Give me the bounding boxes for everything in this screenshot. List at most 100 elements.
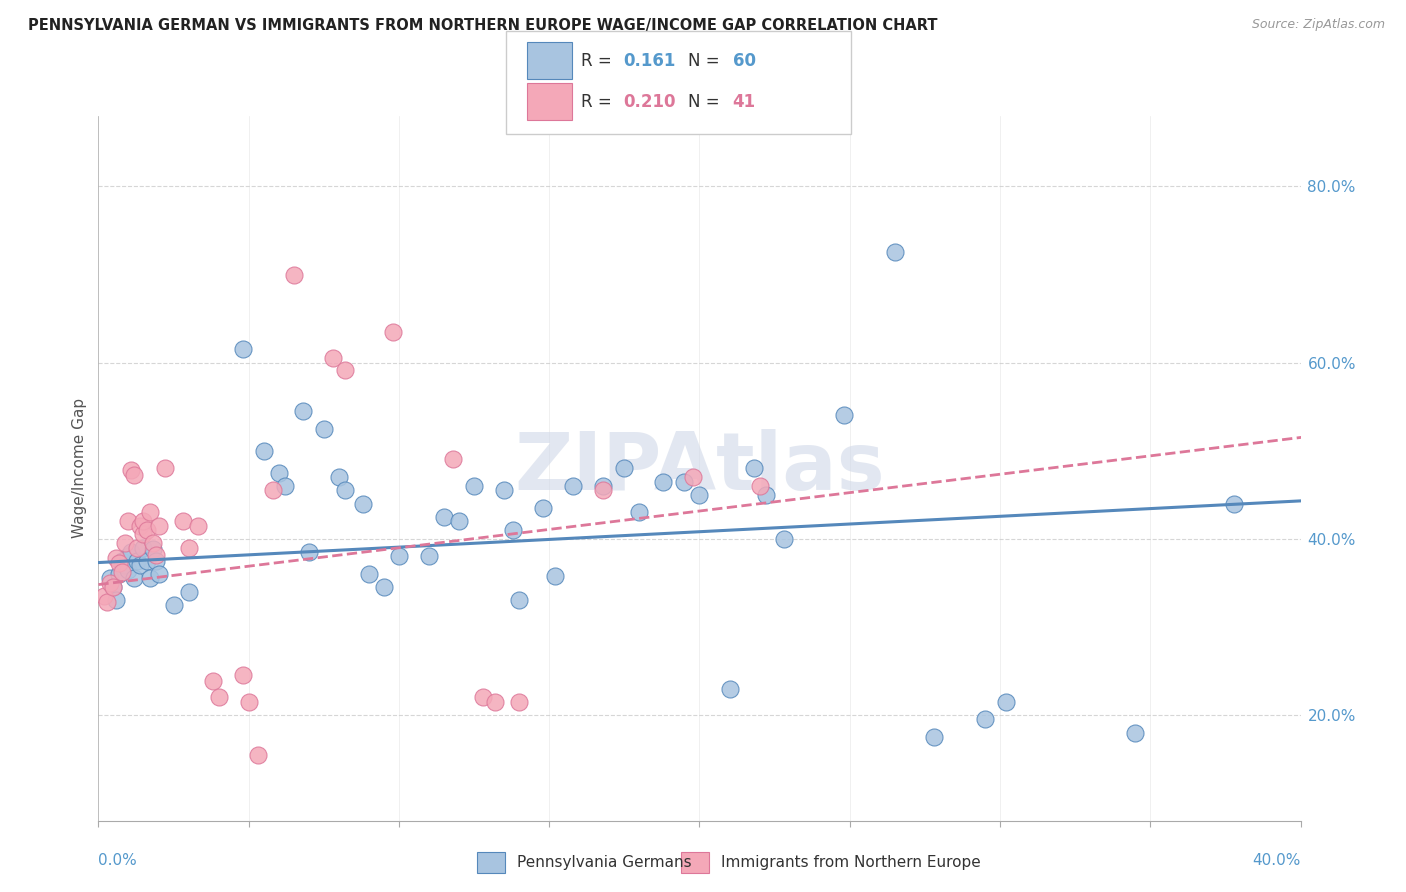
Point: [322, 351, 344, 366]
Point: [100, 575, 122, 590]
Text: Immigrants from Northern Europe: Immigrants from Northern Europe: [721, 855, 981, 870]
Point: [145, 548, 167, 562]
Point: [141, 536, 163, 550]
Point: [673, 475, 696, 489]
Point: [124, 571, 146, 585]
Y-axis label: Wage/Income Gap: Wage/Income Gap: [72, 398, 87, 539]
Point: [135, 554, 157, 568]
Text: R =: R =: [581, 93, 617, 111]
Point: [132, 514, 155, 528]
Point: [995, 695, 1018, 709]
Point: [105, 551, 128, 566]
Point: [333, 483, 356, 498]
Point: [652, 475, 675, 489]
Point: [114, 536, 136, 550]
Text: N =: N =: [688, 93, 724, 111]
Point: [922, 730, 945, 744]
Point: [748, 479, 770, 493]
Point: [127, 541, 149, 555]
Point: [502, 523, 524, 537]
Point: [117, 563, 139, 577]
Point: [103, 580, 125, 594]
Point: [177, 584, 200, 599]
Point: [145, 554, 167, 568]
Point: [141, 542, 163, 557]
Text: ZIPAtlas: ZIPAtlas: [515, 429, 884, 508]
Point: [388, 549, 411, 564]
Point: [544, 568, 567, 582]
Text: 0.210: 0.210: [623, 93, 675, 111]
Text: 60: 60: [733, 52, 755, 70]
Text: Source: ZipAtlas.com: Source: ZipAtlas.com: [1251, 18, 1385, 31]
Point: [187, 518, 209, 533]
Point: [1123, 725, 1146, 739]
Point: [298, 545, 321, 559]
Point: [755, 488, 778, 502]
Point: [117, 549, 139, 564]
Point: [484, 695, 506, 709]
Point: [148, 567, 170, 582]
Point: [267, 466, 290, 480]
Text: 0.161: 0.161: [623, 52, 675, 70]
Point: [447, 514, 470, 528]
Point: [117, 514, 139, 528]
Point: [232, 343, 254, 357]
Text: R =: R =: [581, 52, 617, 70]
Text: PENNSYLVANIA GERMAN VS IMMIGRANTS FROM NORTHERN EUROPE WAGE/INCOME GAP CORRELATI: PENNSYLVANIA GERMAN VS IMMIGRANTS FROM N…: [28, 18, 938, 33]
Point: [613, 461, 636, 475]
Point: [108, 557, 131, 571]
Point: [124, 468, 146, 483]
Point: [93, 589, 115, 603]
Point: [562, 479, 585, 493]
Point: [208, 690, 231, 705]
Point: [162, 598, 184, 612]
Point: [357, 567, 380, 582]
Point: [253, 443, 276, 458]
Point: [246, 747, 269, 762]
Point: [508, 593, 530, 607]
Text: 41: 41: [733, 93, 755, 111]
Point: [531, 500, 554, 515]
Point: [592, 479, 614, 493]
Point: [463, 479, 485, 493]
Point: [129, 518, 152, 533]
Point: [832, 409, 855, 423]
Point: [592, 483, 614, 498]
Point: [108, 567, 131, 582]
Point: [1223, 496, 1246, 510]
Point: [105, 593, 128, 607]
Point: [494, 483, 516, 498]
Text: Pennsylvania Germans: Pennsylvania Germans: [517, 855, 692, 870]
Point: [381, 325, 404, 339]
Point: [883, 245, 905, 260]
Point: [172, 514, 194, 528]
Point: [103, 580, 125, 594]
Point: [974, 712, 997, 726]
Point: [96, 595, 118, 609]
Point: [138, 571, 160, 585]
Point: [682, 470, 704, 484]
Point: [132, 527, 155, 541]
Point: [111, 554, 134, 568]
Point: [742, 461, 765, 475]
Point: [121, 463, 143, 477]
Point: [111, 566, 134, 580]
Point: [433, 509, 456, 524]
Point: [508, 695, 530, 709]
Point: [132, 541, 155, 555]
Point: [148, 518, 170, 533]
Text: 40.0%: 40.0%: [1253, 854, 1301, 868]
Point: [138, 505, 160, 519]
Point: [127, 554, 149, 568]
Point: [333, 362, 356, 376]
Point: [100, 571, 122, 585]
Point: [238, 695, 260, 709]
Text: 0.0%: 0.0%: [98, 854, 138, 868]
Point: [441, 452, 464, 467]
Point: [328, 470, 350, 484]
Point: [129, 558, 152, 573]
Point: [628, 505, 651, 519]
Point: [153, 461, 176, 475]
Point: [772, 532, 794, 546]
Point: [718, 681, 741, 696]
